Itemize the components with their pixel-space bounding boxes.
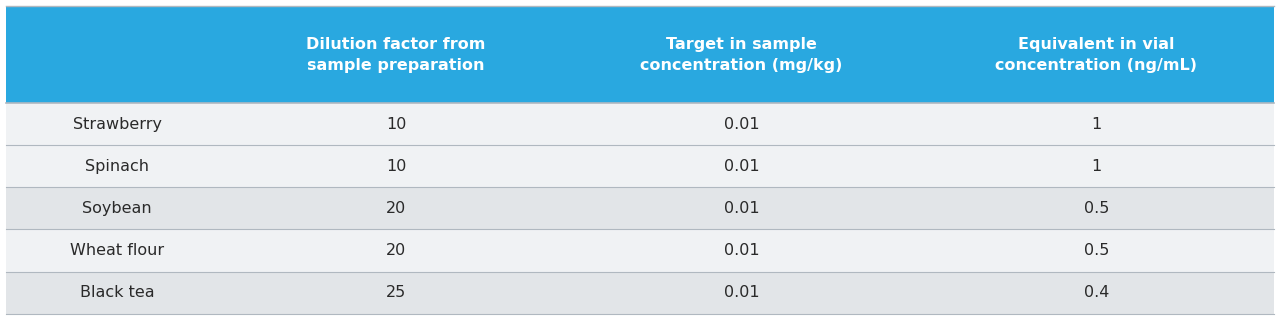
Text: Black tea: Black tea xyxy=(79,285,155,300)
Text: 20: 20 xyxy=(387,243,406,258)
Text: 20: 20 xyxy=(387,201,406,216)
Text: 0.01: 0.01 xyxy=(723,117,759,132)
Text: Equivalent in vial
concentration (ng/mL): Equivalent in vial concentration (ng/mL) xyxy=(995,37,1197,73)
Text: 10: 10 xyxy=(385,117,406,132)
Text: 0.01: 0.01 xyxy=(723,159,759,174)
Bar xyxy=(6,187,1274,229)
Text: 10: 10 xyxy=(385,159,406,174)
Text: Soybean: Soybean xyxy=(82,201,152,216)
Text: 0.5: 0.5 xyxy=(1083,243,1108,258)
Bar xyxy=(6,6,1274,103)
Text: Dilution factor from
sample preparation: Dilution factor from sample preparation xyxy=(306,37,485,73)
Bar xyxy=(6,229,1274,271)
Bar xyxy=(6,103,1274,145)
Text: Wheat flour: Wheat flour xyxy=(70,243,164,258)
Text: 0.01: 0.01 xyxy=(723,201,759,216)
Text: 0.01: 0.01 xyxy=(723,243,759,258)
Text: Spinach: Spinach xyxy=(86,159,150,174)
Text: 0.01: 0.01 xyxy=(723,285,759,300)
Text: Target in sample
concentration (mg/kg): Target in sample concentration (mg/kg) xyxy=(640,37,842,73)
Text: 1: 1 xyxy=(1091,117,1101,132)
Text: 25: 25 xyxy=(387,285,406,300)
Bar xyxy=(6,145,1274,187)
Text: 0.5: 0.5 xyxy=(1083,201,1108,216)
Text: 1: 1 xyxy=(1091,159,1101,174)
Text: Strawberry: Strawberry xyxy=(73,117,161,132)
Text: 0.4: 0.4 xyxy=(1083,285,1108,300)
Bar xyxy=(6,271,1274,314)
